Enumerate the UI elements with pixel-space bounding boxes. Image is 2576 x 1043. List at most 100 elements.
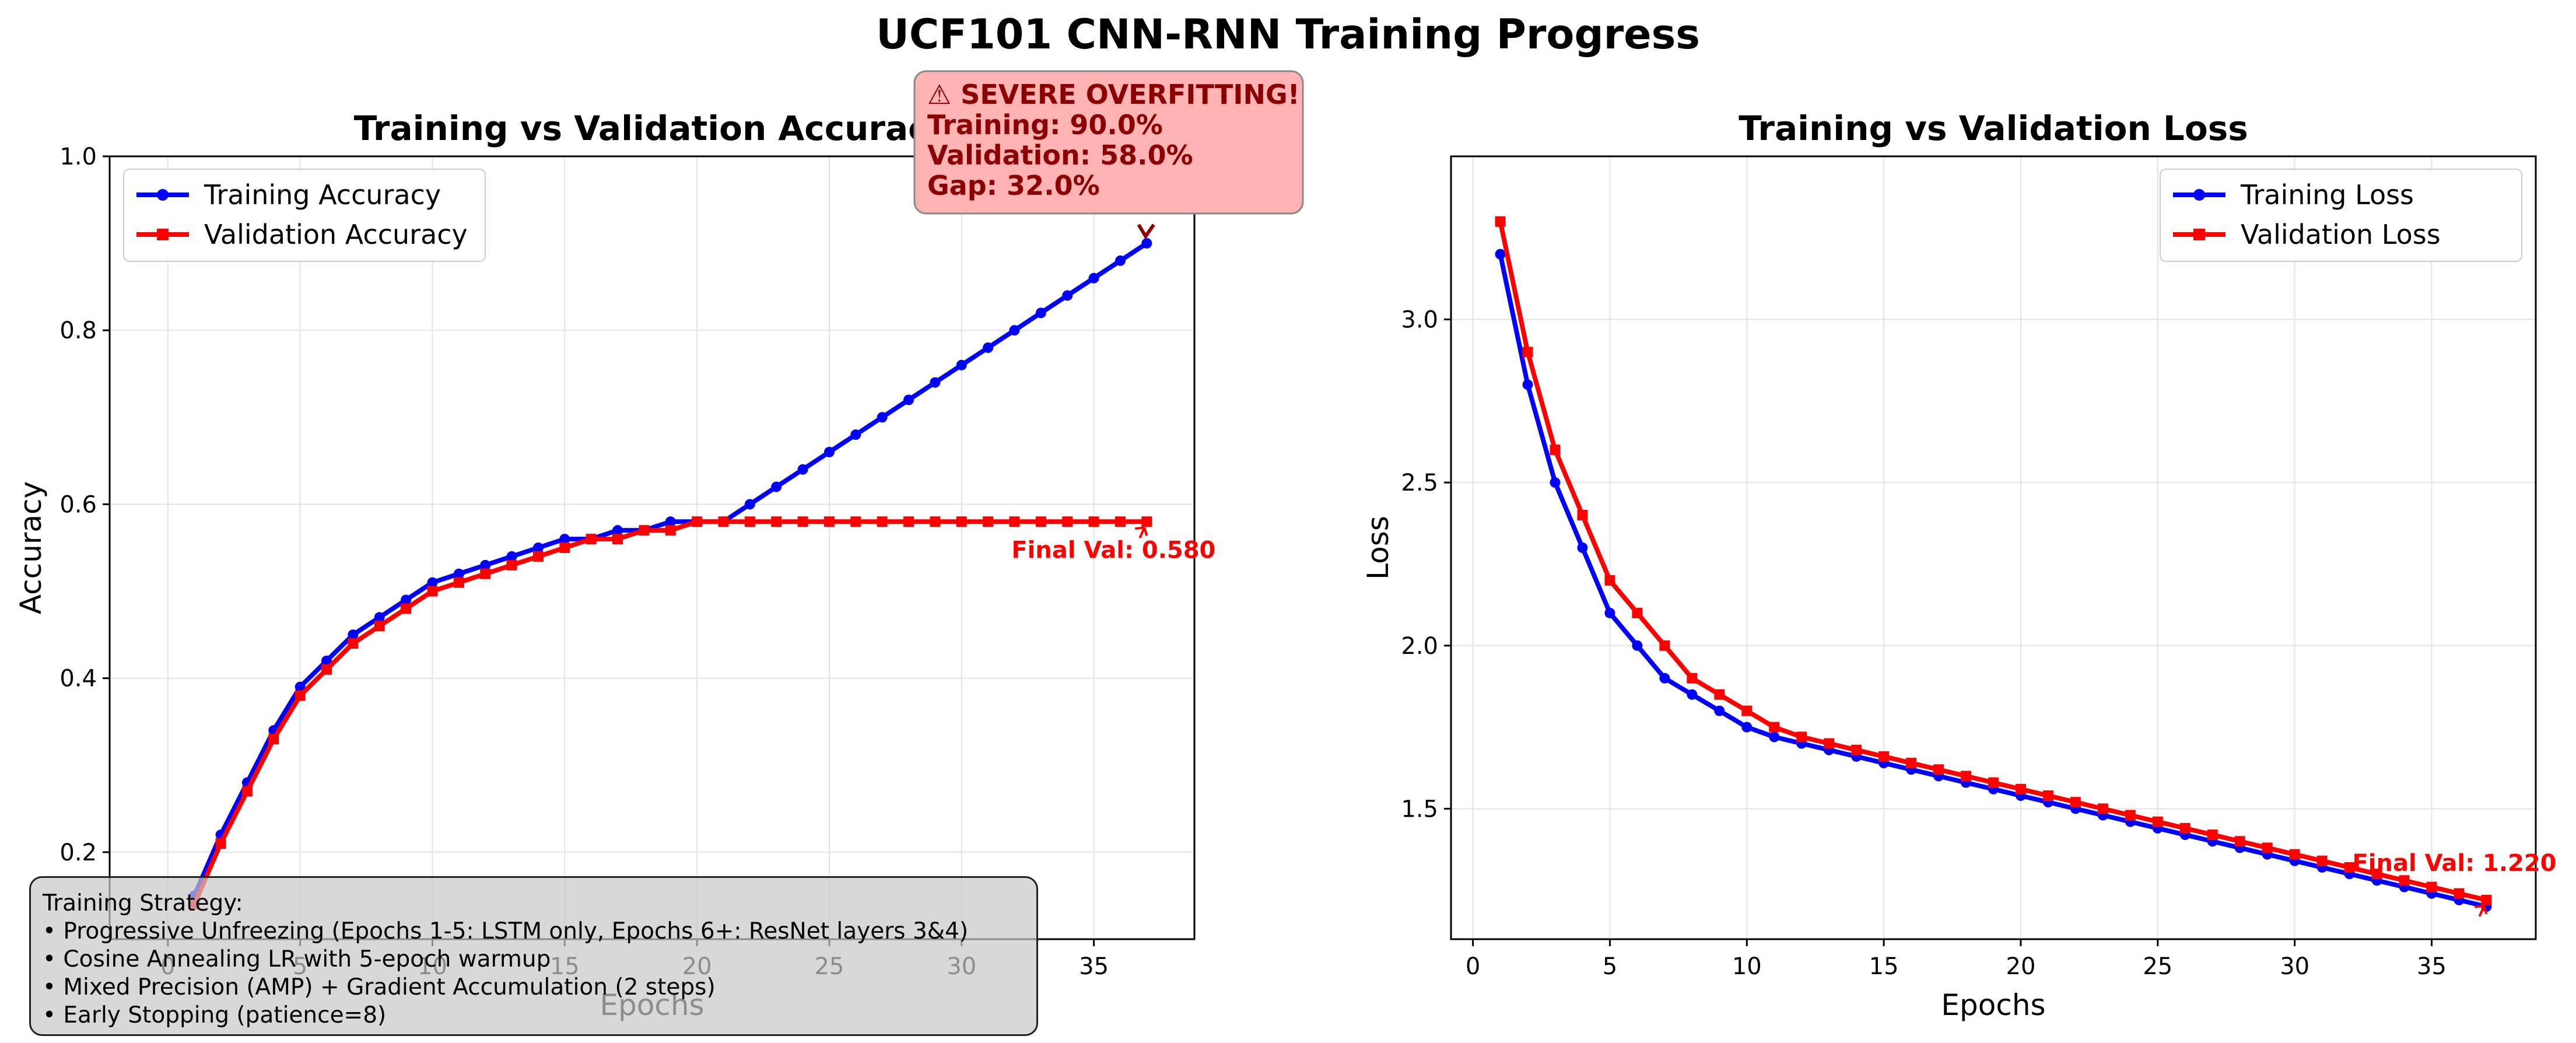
loss-data-point	[1741, 722, 1753, 733]
accuracy-data-point	[1141, 238, 1152, 249]
loss-legend-marker	[2193, 229, 2205, 240]
loss-chart: 0 5 10 15 20 25 30 35 1.5 2.0 2.5 3.0 Training vs Va…	[1361, 108, 2557, 1022]
loss-data-point	[2262, 842, 2273, 853]
loss-data-point	[1659, 673, 1670, 684]
loss-data-point	[1714, 705, 1725, 716]
loss-data-point	[1632, 640, 1643, 651]
loss-data-point	[1769, 722, 1780, 733]
loss-data-point	[1687, 673, 1698, 684]
accuracy-legend-marker	[157, 189, 169, 201]
loss-data-point	[2344, 862, 2355, 873]
loss-data-point	[2125, 810, 2136, 821]
accuracy-y-tick-label: 0.8	[59, 317, 97, 344]
accuracy-data-point	[295, 681, 306, 692]
accuracy-data-point	[321, 664, 332, 675]
loss-data-point	[2070, 797, 2081, 808]
loss-y-tick-label: 1.5	[1401, 796, 1438, 822]
loss-y-tick-label: 3.0	[1401, 307, 1438, 334]
accuracy-data-point	[797, 464, 808, 475]
accuracy-series-line-1	[192, 241, 1148, 897]
strategy-title: Training Strategy:	[43, 890, 243, 916]
accuracy-data-point	[401, 594, 412, 606]
loss-data-point	[1906, 758, 1917, 769]
accuracy-final-value-annotation: Final Val: 0.580	[1011, 537, 1215, 564]
figure-title: UCF101 CNN-RNN Training Progress	[876, 10, 1700, 58]
loss-data-point	[2207, 830, 2218, 841]
loss-y-tick-label: 2.0	[1401, 633, 1438, 660]
loss-x-tick-label: 20	[2006, 953, 2036, 980]
overfitting-callout-line-3: Validation: 58.0%	[927, 139, 1193, 171]
loss-data-point	[2426, 881, 2437, 892]
loss-data-point	[1687, 689, 1698, 700]
strategy-item-2: • Cosine Annealing LR with 5-epoch warmu…	[43, 946, 551, 972]
loss-data-point	[1659, 640, 1670, 651]
accuracy-data-point	[1114, 516, 1126, 527]
loss-x-tick-label: 0	[1466, 953, 1480, 980]
loss-x-tick-label: 5	[1603, 953, 1617, 980]
accuracy-data-point	[983, 516, 994, 527]
loss-x-tick-label: 35	[2417, 953, 2447, 980]
accuracy-data-point	[612, 534, 623, 545]
accuracy-data-point	[903, 516, 914, 527]
loss-data-point	[2399, 875, 2410, 886]
accuracy-y-tick-label: 0.6	[59, 491, 97, 518]
accuracy-data-point	[823, 516, 835, 527]
loss-series-line-2	[1498, 221, 2487, 902]
accuracy-legend-label: Training Accuracy	[204, 179, 441, 211]
accuracy-data-point	[374, 621, 385, 632]
accuracy-data-point	[665, 525, 676, 536]
loss-data-point	[2015, 783, 2026, 794]
loss-data-point	[1851, 744, 1862, 755]
accuracy-data-point	[506, 559, 517, 570]
loss-data-point	[2042, 790, 2053, 801]
accuracy-data-point	[877, 412, 888, 423]
accuracy-data-point	[771, 516, 782, 527]
loss-data-point	[1714, 689, 1725, 700]
accuracy-data-point	[241, 786, 253, 797]
accuracy-data-point	[427, 586, 438, 597]
accuracy-data-point	[1062, 516, 1073, 527]
accuracy-data-point	[453, 577, 464, 588]
accuracy-y-axis-title: Accuracy	[14, 481, 48, 614]
accuracy-data-point	[930, 377, 941, 388]
overfitting-callout-line-1: ⚠ SEVERE OVERFITTING!	[927, 79, 1300, 110]
accuracy-plot-title: Training vs Validation Accuracy	[354, 108, 951, 148]
accuracy-data-point	[348, 638, 359, 649]
loss-data-point	[1550, 444, 1561, 456]
accuracy-data-point	[295, 690, 306, 701]
loss-data-point	[2152, 816, 2163, 827]
loss-data-point	[2316, 855, 2328, 866]
strategy-item-4: • Early Stopping (patience=8)	[43, 1002, 387, 1028]
strategy-item-3: • Mixed Precision (AMP) + Gradient Accum…	[43, 974, 716, 1000]
accuracy-x-tick-label: 35	[1079, 953, 1109, 980]
loss-data-point	[2481, 894, 2492, 905]
loss-x-tick-label: 30	[2280, 953, 2309, 980]
overfitting-callout-line-2: Training: 90.0%	[927, 109, 1163, 141]
accuracy-data-point	[506, 551, 517, 562]
loss-data-point	[1550, 477, 1561, 488]
accuracy-annotation-arrow	[1135, 526, 1148, 539]
loss-data-point	[1577, 542, 1588, 553]
loss-data-point	[2371, 869, 2382, 880]
accuracy-data-point	[374, 612, 385, 623]
accuracy-data-point	[771, 481, 782, 492]
loss-data-point	[1769, 732, 1780, 743]
accuracy-data-point	[612, 525, 623, 536]
loss-x-tick-label: 15	[1869, 953, 1899, 980]
loss-x-tick-label: 10	[1732, 953, 1762, 980]
loss-data-point	[1961, 771, 1972, 782]
accuracy-data-point	[321, 655, 332, 666]
loss-data-point	[1495, 216, 1506, 227]
loss-data-point	[1577, 510, 1588, 521]
accuracy-y-tick-label: 0.2	[59, 839, 97, 866]
accuracy-data-point	[744, 516, 755, 527]
loss-data-point	[1604, 575, 1615, 586]
accuracy-data-point	[1088, 272, 1099, 284]
accuracy-y-tick-label: 1.0	[59, 144, 97, 170]
accuracy-data-point	[427, 577, 438, 588]
accuracy-legend-label: Validation Accuracy	[204, 219, 468, 250]
loss-legend-marker	[2193, 189, 2205, 201]
accuracy-data-point	[559, 542, 570, 553]
accuracy-data-point	[1088, 516, 1099, 527]
loss-y-axis-title: Loss	[1361, 516, 1395, 580]
